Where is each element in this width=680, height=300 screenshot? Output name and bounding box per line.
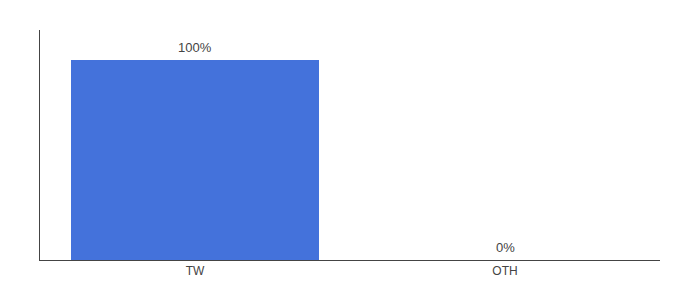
svg-text:OTH: OTH <box>492 264 517 278</box>
svg-text:TW: TW <box>186 264 205 278</box>
svg-text:0%: 0% <box>496 240 515 255</box>
svg-text:100%: 100% <box>178 40 212 55</box>
